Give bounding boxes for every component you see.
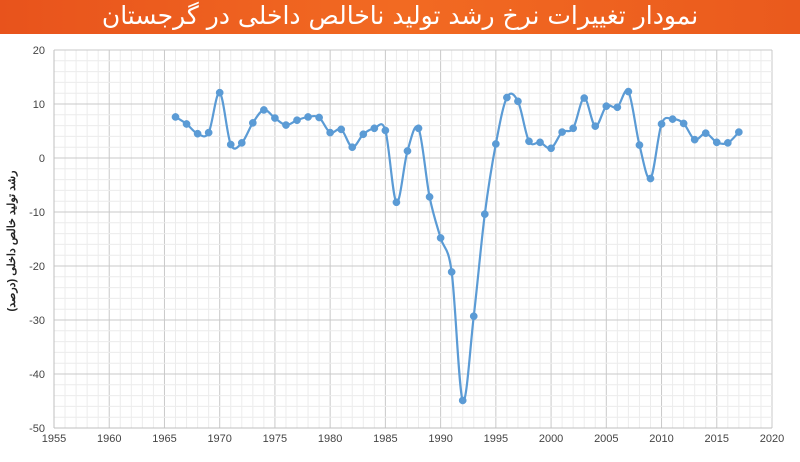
data-point (403, 147, 412, 155)
data-point (414, 124, 423, 133)
x-tick-label: 1955 (42, 433, 66, 445)
data-point (547, 144, 555, 153)
data-point (193, 129, 202, 138)
data-point (436, 234, 445, 242)
data-point (469, 312, 478, 321)
y-axis-label: رشد تولید خالص داخلی (درصد) (6, 171, 18, 312)
axes (53, 50, 772, 429)
data-point (646, 174, 655, 183)
data-point (503, 93, 511, 102)
x-tick-label: 1960 (97, 433, 121, 445)
data-point (226, 140, 235, 149)
y-tick-label: -40 (29, 369, 45, 381)
y-tick-label: -50 (29, 423, 45, 435)
data-point (182, 120, 191, 128)
y-tick-label: -20 (29, 261, 45, 273)
y-tick-label: 0 (39, 153, 45, 165)
x-tick-label: 1980 (318, 433, 342, 445)
data-point (248, 119, 257, 127)
data-point (701, 129, 710, 138)
data-point (712, 138, 721, 147)
data-point (359, 130, 368, 139)
x-tick-label: 2000 (539, 433, 563, 445)
data-point (447, 268, 456, 276)
data-point (735, 128, 743, 136)
x-tick-label: 2005 (594, 433, 618, 445)
chart-area: 20 10 0 -10 -20 -30 -40 -50 1955 1960 1965 1970 197… (0, 34, 800, 458)
data-point (271, 114, 279, 122)
data-point (668, 115, 677, 123)
data-point (679, 119, 688, 128)
data-point (492, 140, 500, 148)
data-point (602, 102, 611, 111)
x-tick-labels: 1955 1960 1965 1970 1975 1980 1985 1990 1995 2000… (42, 433, 784, 445)
data-point (315, 113, 323, 122)
y-tick-labels: 20 10 0 -10 -20 -30 -40 -50 (29, 45, 45, 435)
data-point (370, 124, 379, 133)
data-point (348, 143, 357, 152)
data-point (591, 122, 600, 130)
data-point (337, 125, 346, 134)
data-point (613, 103, 622, 112)
y-tick-label: -30 (29, 315, 45, 327)
data-point (514, 97, 522, 106)
data-point (204, 128, 213, 137)
title-banner: نمودار تغییرات نرخ رشد تولید ناخالص داخل… (0, 0, 800, 34)
x-tick-label: 2020 (760, 433, 784, 445)
grid (53, 49, 773, 429)
x-tick-label: 1970 (207, 433, 231, 445)
data-point (558, 128, 566, 136)
data-point (381, 126, 390, 135)
data-point (458, 396, 467, 405)
data-point (635, 141, 644, 149)
data-point (171, 113, 180, 121)
data-point (260, 106, 268, 114)
data-point (237, 139, 246, 147)
data-point (215, 88, 224, 97)
data-point (304, 113, 312, 121)
data-point (525, 137, 533, 146)
x-tick-label: 1975 (263, 433, 287, 445)
data-point (657, 120, 666, 128)
y-tick-label: 10 (33, 99, 45, 111)
x-tick-label: 1990 (428, 433, 452, 445)
series (171, 87, 743, 405)
data-point (425, 193, 434, 201)
data-point (392, 198, 401, 207)
data-point (723, 139, 732, 147)
data-point (580, 94, 589, 102)
data-point (480, 210, 489, 219)
x-tick-label: 1995 (484, 433, 508, 445)
x-tick-label: 1965 (152, 433, 176, 445)
data-point (690, 135, 699, 144)
x-tick-label: 2015 (705, 433, 729, 445)
y-tick-label: 20 (33, 45, 45, 57)
data-point (293, 116, 301, 125)
data-point (326, 128, 334, 137)
x-tick-label: 1985 (373, 433, 397, 445)
x-tick-label: 2010 (649, 433, 673, 445)
series-line (174, 89, 740, 402)
data-point (536, 138, 544, 147)
page-title: نمودار تغییرات نرخ رشد تولید ناخالص داخل… (101, 1, 699, 30)
data-point (282, 121, 290, 129)
data-point (624, 87, 633, 96)
y-tick-label: -10 (29, 207, 45, 219)
data-point (569, 124, 578, 133)
